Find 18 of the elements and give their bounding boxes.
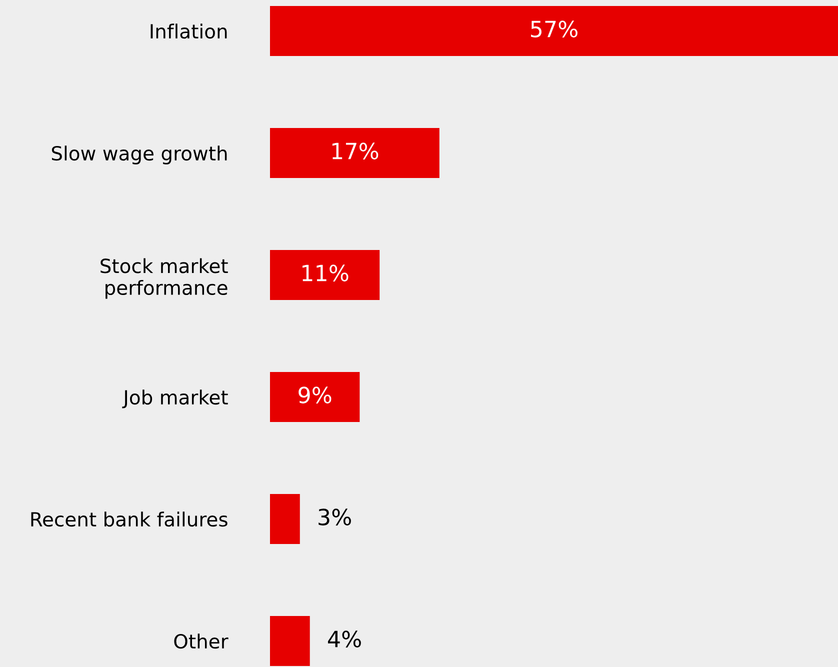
data-label: 3% bbox=[318, 508, 351, 526]
y-tick-label: Job market bbox=[122, 390, 228, 408]
data-label: 4% bbox=[328, 630, 361, 648]
data-label: 57% bbox=[531, 20, 578, 38]
y-tick-label: Slow wage growth bbox=[52, 146, 227, 164]
data-label: 9% bbox=[298, 386, 332, 404]
data-label: 11% bbox=[302, 264, 348, 282]
bar bbox=[270, 372, 360, 422]
y-tick-label: Recent bank failures bbox=[31, 512, 228, 527]
bar bbox=[270, 616, 310, 666]
data-label: 17% bbox=[332, 142, 378, 160]
y-tick-label: Other bbox=[174, 634, 228, 649]
y-tick-label: Inflation bbox=[150, 24, 227, 39]
y-tick-label: Stock market performance bbox=[100, 258, 228, 299]
bar bbox=[270, 6, 838, 56]
bar bbox=[270, 494, 300, 544]
bar bbox=[270, 250, 380, 300]
bar bbox=[270, 128, 440, 178]
